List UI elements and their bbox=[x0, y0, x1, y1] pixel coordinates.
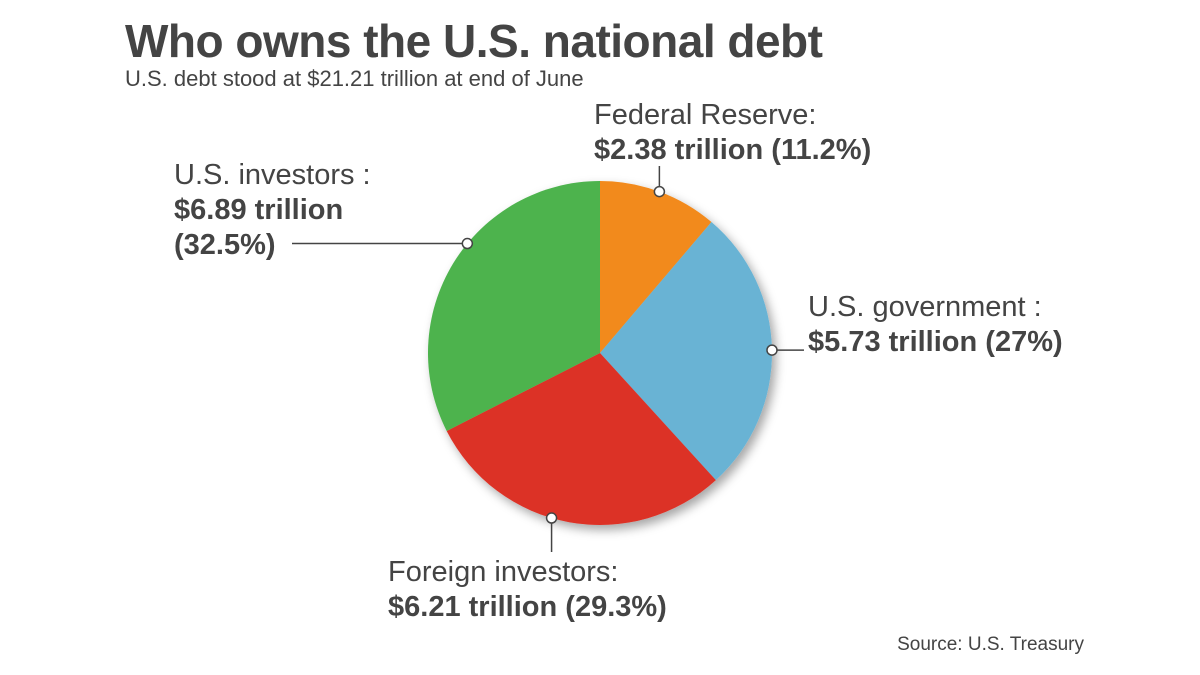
label-federal-reserve: Federal Reserve: $2.38 trillion (11.2%) bbox=[594, 98, 871, 168]
label-us-government: U.S. government : $5.73 trillion (27%) bbox=[808, 290, 1063, 360]
label-foreign-investors-name: Foreign investors: bbox=[388, 556, 619, 588]
label-us-investors-percent: (32.5%) bbox=[174, 229, 276, 261]
leader-federal-reserve-dot bbox=[653, 185, 666, 198]
label-us-government-name: U.S. government : bbox=[808, 291, 1042, 323]
label-us-investors-value: $6.89 trillion bbox=[174, 194, 344, 226]
label-foreign-investors-value: $6.21 trillion (29.3%) bbox=[388, 591, 667, 623]
leader-us-investors-dot bbox=[461, 237, 474, 250]
source-note: Source: U.S. Treasury bbox=[897, 634, 1084, 655]
label-federal-reserve-name: Federal Reserve: bbox=[594, 99, 817, 131]
label-us-government-value: $5.73 trillion (27%) bbox=[808, 326, 1063, 358]
leader-foreign-investors-dot bbox=[545, 512, 558, 524]
chart-title: Who owns the U.S. national debt bbox=[125, 15, 823, 67]
label-federal-reserve-value: $2.38 trillion (11.2%) bbox=[594, 134, 872, 166]
label-us-investors: U.S. investors : $6.89 trillion (32.5%) bbox=[174, 158, 371, 263]
slice-us-government bbox=[600, 222, 772, 481]
label-us-investors-name: U.S. investors : bbox=[174, 159, 371, 191]
slice-federal-reserve bbox=[600, 181, 712, 353]
slice-foreign-investors bbox=[446, 353, 716, 525]
leader-us-government-dot bbox=[766, 344, 778, 356]
label-foreign-investors: Foreign investors: $6.21 trillion (29.3%… bbox=[388, 555, 667, 625]
chart-subtitle: U.S. debt stood at $21.21 trillion at en… bbox=[125, 66, 584, 91]
